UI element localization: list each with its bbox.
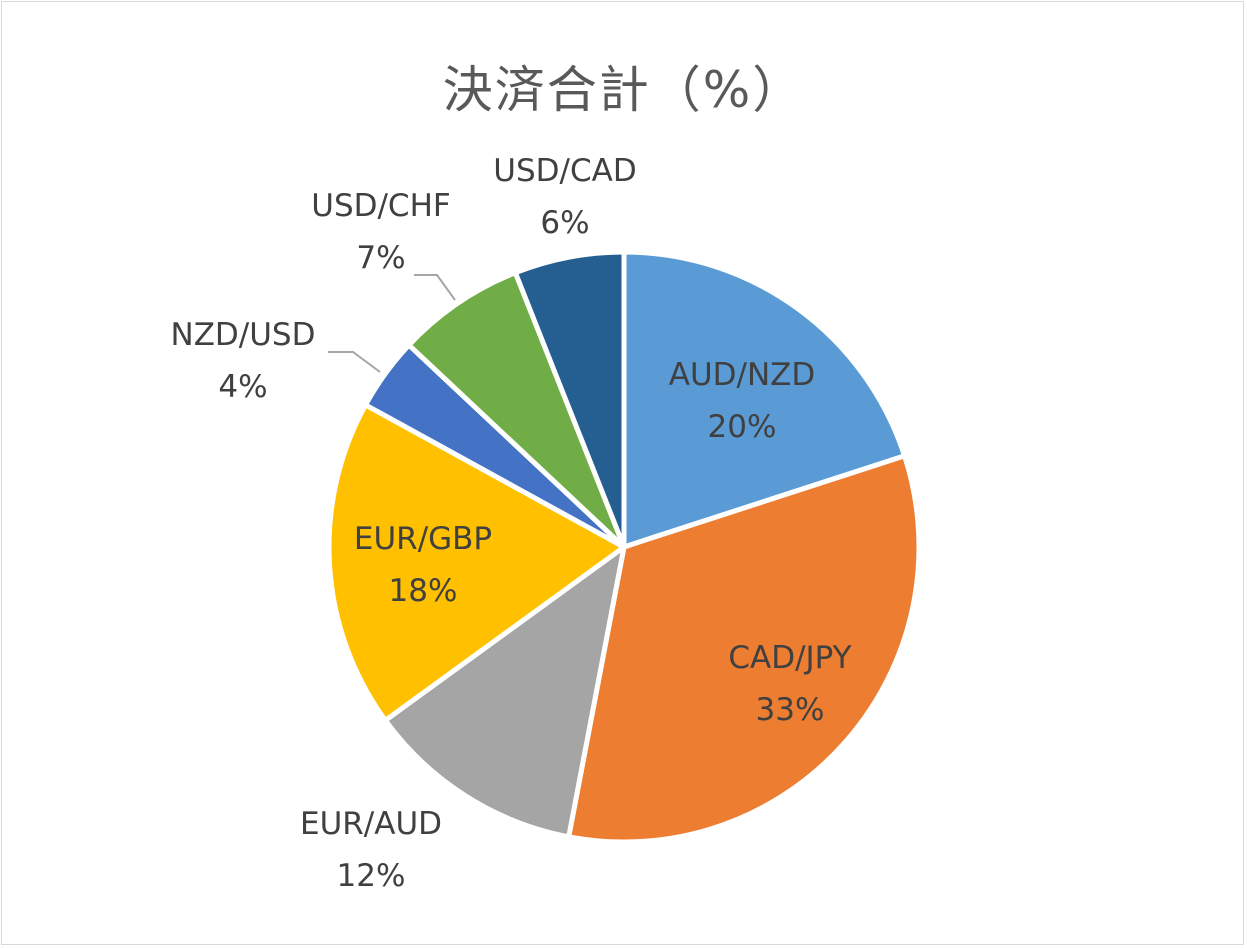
slice-value-aud-nzd: 20% <box>708 409 777 445</box>
pie-slice-aud-nzd <box>621 249 908 550</box>
slice-label-eur-gbp: EUR/GBP <box>354 521 492 557</box>
slice-value-nzd-usd: 4% <box>218 369 267 405</box>
chart-title: 決済合計（%） <box>442 61 805 119</box>
pie-slice-eur-gbp <box>326 402 627 723</box>
slice-value-eur-gbp: 18% <box>389 573 458 609</box>
pie-slice-cad-jpy <box>566 453 922 845</box>
slice-label-nzd-usd: NZD/USD <box>171 317 316 353</box>
leader-line-usd-chf <box>414 274 456 301</box>
slice-label-cad-jpy: CAD/JPY <box>728 640 851 676</box>
slice-value-eur-aud: 12% <box>337 858 406 894</box>
slice-label-eur-aud: EUR/AUD <box>300 806 442 842</box>
slice-value-usd-cad: 6% <box>540 205 589 241</box>
pie-slices <box>326 249 922 845</box>
pie-slice-usd-chf <box>406 270 627 550</box>
slice-value-cad-jpy: 33% <box>756 692 825 728</box>
pie-slice-eur-aud <box>382 544 627 840</box>
leader-line-nzd-usd <box>328 351 381 373</box>
slice-label-aud-nzd: AUD/NZD <box>669 357 816 393</box>
slice-labels: AUD/NZD 20% CAD/JPY 33% EUR/AUD 12% EUR/GBP 18%… <box>171 153 852 894</box>
pie-slice-usd-cad <box>512 249 627 550</box>
slice-value-usd-chf: 7% <box>356 240 405 276</box>
slice-label-usd-cad: USD/CAD <box>493 153 636 189</box>
leader-lines <box>328 274 456 373</box>
slice-label-usd-chf: USD/CHF <box>311 188 450 224</box>
